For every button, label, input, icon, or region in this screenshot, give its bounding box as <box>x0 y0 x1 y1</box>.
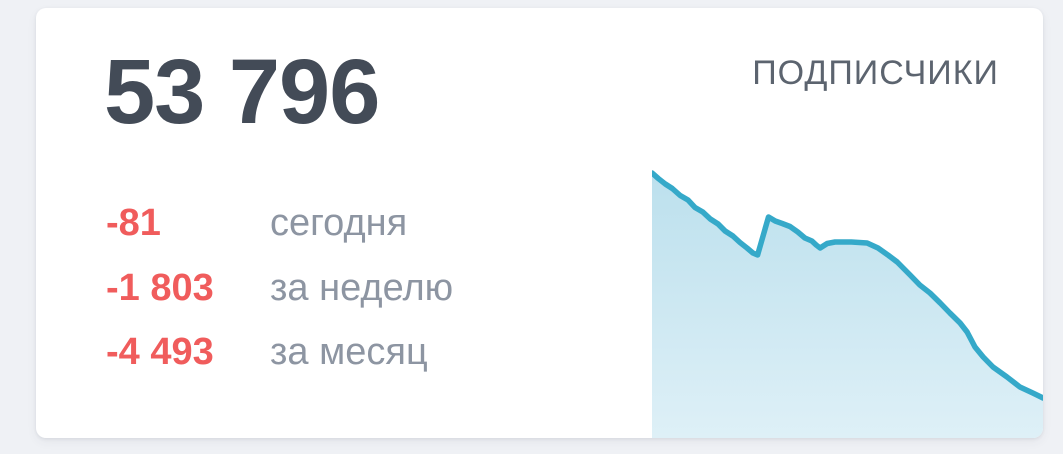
stat-delta-month: -4 493 <box>106 331 214 374</box>
subscribers-card[interactable]: 53 796 ПОДПИСЧИКИ -81 сегодня -1 803 за … <box>36 8 1043 438</box>
chart-line-path <box>652 170 1043 401</box>
stat-label-today: сегодня <box>270 202 408 244</box>
stat-label-month: за месяц <box>270 331 428 374</box>
subscribers-chart[interactable] <box>652 160 1043 438</box>
card-title: ПОДПИСЧИКИ <box>752 54 999 92</box>
stat-label-week: за неделю <box>270 266 454 309</box>
chart-area-path <box>652 173 1043 438</box>
subscribers-total: 53 796 <box>104 41 380 143</box>
stat-row-today: -81 сегодня <box>106 202 453 244</box>
stat-row-week: -1 803 за неделю <box>106 266 454 309</box>
subscribers-chart-svg <box>652 170 1043 438</box>
stats-list: -81 сегодня -1 803 за неделю -4 493 за м… <box>106 202 454 373</box>
stat-delta-week: -1 803 <box>106 266 214 309</box>
stat-delta-today: -81 <box>106 202 161 244</box>
stat-row-month: -4 493 за месяц <box>106 333 453 373</box>
